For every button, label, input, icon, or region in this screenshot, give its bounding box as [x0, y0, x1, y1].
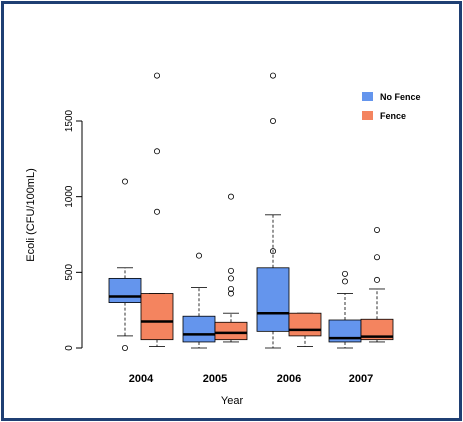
iqr-box — [182, 315, 216, 343]
outlier-point — [227, 275, 234, 282]
x-tick-label: 2004 — [129, 373, 154, 385]
legend-label: Fence — [380, 111, 406, 121]
outlier-point — [153, 148, 160, 155]
iqr-box — [256, 267, 290, 332]
outlier-point — [227, 267, 234, 274]
outlier-point — [227, 193, 234, 200]
iqr-box — [360, 318, 394, 341]
x-axis-label: Year — [221, 395, 244, 407]
legend-swatch — [362, 111, 373, 120]
x-tick-label: 2005 — [203, 373, 227, 385]
outlier-point — [373, 276, 380, 283]
y-tick-label: 1500 — [64, 109, 75, 132]
outlier-point — [269, 72, 276, 79]
outlier-point — [153, 208, 160, 215]
outlier-point — [195, 252, 202, 259]
outlier-point — [153, 72, 160, 79]
legend-swatch — [362, 92, 373, 101]
outlier-point — [227, 290, 234, 297]
outlier-point — [122, 178, 129, 185]
y-tick-label: 500 — [64, 264, 75, 281]
iqr-box — [288, 312, 322, 337]
box-no-fence-2005 — [182, 252, 216, 349]
box-fence-2005 — [214, 193, 248, 343]
outlier-point — [341, 278, 348, 285]
outlier-point — [269, 248, 276, 255]
outlier-point — [341, 270, 348, 277]
outlier-point — [269, 118, 276, 125]
x-tick-label: 2006 — [277, 373, 301, 385]
box-no-fence-2006 — [256, 72, 290, 349]
y-axis-label: Ecoli (CFU/100mL) — [25, 168, 37, 262]
y-tick-label: 0 — [64, 345, 75, 351]
legend-label: No Fence — [380, 92, 421, 102]
y-tick-label: 1000 — [64, 185, 75, 208]
box-no-fence-2007 — [328, 270, 362, 349]
box-fence-2004 — [140, 72, 174, 347]
iqr-box — [140, 293, 174, 341]
iqr-box — [214, 321, 248, 341]
box-no-fence-2004 — [108, 178, 142, 351]
outlier-point — [227, 285, 234, 292]
x-tick-label: 2007 — [349, 373, 373, 385]
outlier-point — [373, 254, 380, 261]
outlier-point — [373, 226, 380, 233]
box-fence-2006 — [288, 312, 322, 347]
iqr-box — [108, 277, 142, 303]
outlier-point — [122, 344, 129, 351]
box-fence-2007 — [360, 226, 394, 343]
